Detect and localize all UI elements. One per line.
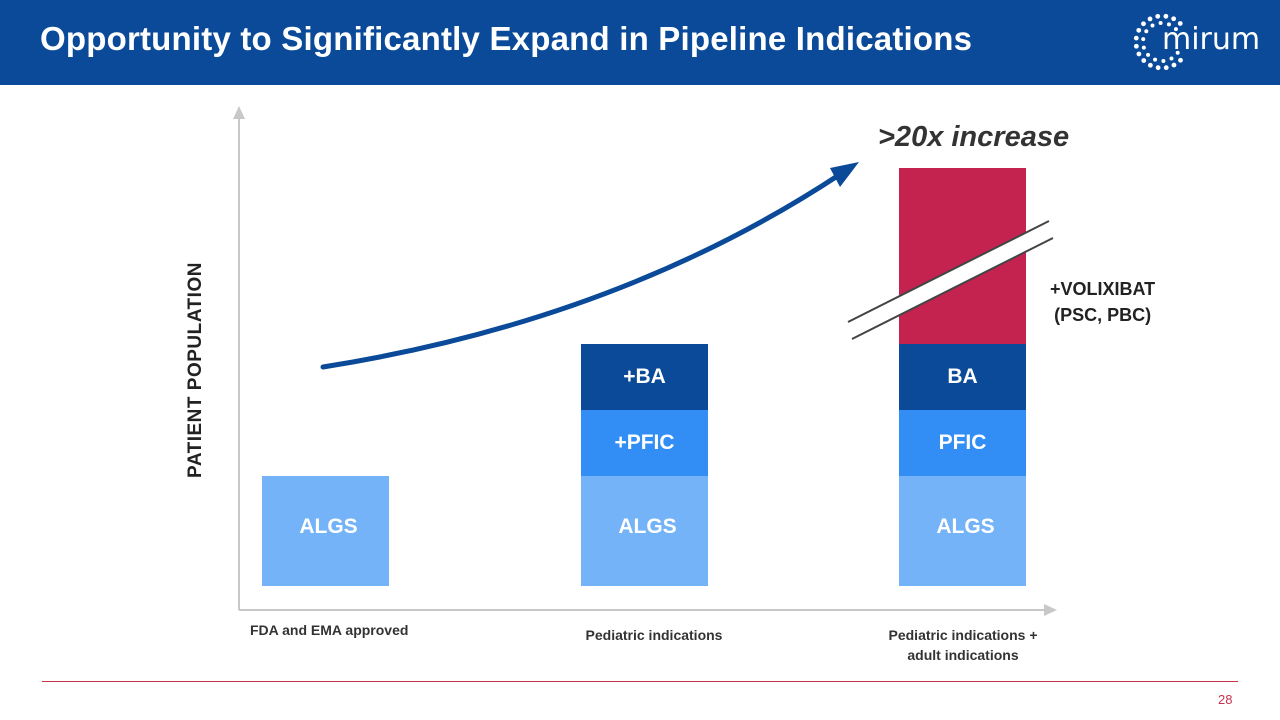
logo-dot bbox=[1147, 62, 1153, 68]
logo-dot bbox=[1175, 50, 1180, 55]
logo-dot bbox=[1155, 13, 1161, 19]
mirum-logo-icon bbox=[1133, 13, 1183, 71]
logo-dot bbox=[1153, 57, 1158, 62]
logo-dot bbox=[1136, 27, 1142, 33]
bar-2-segment-3 bbox=[581, 344, 708, 410]
bar-1-label-algs: ALGS bbox=[299, 515, 358, 538]
logo-dot bbox=[1144, 29, 1149, 34]
logo-dot bbox=[1163, 65, 1169, 71]
logo-dot bbox=[1161, 58, 1166, 63]
increase-annotation: >20x increase bbox=[878, 121, 1070, 153]
volixibat-annotation: +VOLIXIBAT (PSC, PBC) bbox=[1050, 276, 1155, 328]
logo-dot bbox=[1146, 52, 1151, 57]
x-category-3-line-1: Pediatric indications + bbox=[888, 627, 1038, 643]
x-axis-arrowhead bbox=[1044, 604, 1057, 616]
logo-dot bbox=[1166, 22, 1171, 27]
volixibat-line-1: +VOLIXIBAT bbox=[1050, 279, 1156, 299]
axis-break-gap bbox=[848, 221, 1053, 339]
bar-2-segment-1 bbox=[581, 476, 708, 586]
logo-dot bbox=[1155, 65, 1161, 71]
x-category-2-line-1: Pediatric indications bbox=[585, 627, 723, 643]
bar-3-label-algs: ALGS bbox=[936, 515, 995, 538]
logo-dot bbox=[1177, 21, 1183, 26]
bar-3-segment-2 bbox=[899, 410, 1026, 476]
header-bar: Opportunity to Significantly Expand in P… bbox=[0, 0, 1280, 85]
growth-arrowhead bbox=[830, 162, 859, 187]
logo-dot bbox=[1171, 62, 1177, 68]
logo-dot bbox=[1133, 35, 1139, 41]
logo-dot bbox=[1178, 57, 1183, 63]
bar-2-label-ba: +BA bbox=[623, 365, 666, 388]
bar-3-label-ba: BA bbox=[947, 365, 978, 388]
bar-3-label-pfic: PFIC bbox=[938, 431, 987, 454]
logo-dot bbox=[1147, 16, 1153, 22]
footer-divider bbox=[42, 681, 1238, 682]
bar-2-segment-2 bbox=[581, 410, 708, 476]
logo-dot bbox=[1163, 13, 1169, 19]
axis-break-line-2 bbox=[851, 237, 1054, 340]
bar-3-segment-1 bbox=[899, 476, 1026, 586]
page-number: 28 bbox=[1218, 692, 1233, 707]
x-category-3-line-2: adult indications bbox=[907, 647, 1019, 663]
x-category-2: Pediatric indications bbox=[569, 625, 739, 645]
logo-text: mirum bbox=[1162, 22, 1261, 57]
logo-dot bbox=[1141, 21, 1146, 27]
axis-break-line-1 bbox=[847, 220, 1050, 323]
logo-dot bbox=[1173, 27, 1178, 32]
logo-dot bbox=[1171, 16, 1177, 22]
logo-dot bbox=[1141, 45, 1146, 50]
growth-arrow bbox=[320, 170, 845, 370]
bar-3-segment-3 bbox=[899, 344, 1026, 410]
logo-dot bbox=[1169, 56, 1174, 61]
bar-2-label-algs: ALGS bbox=[618, 515, 677, 538]
x-category-1: FDA and EMA approved bbox=[250, 620, 408, 640]
logo-dot bbox=[1150, 23, 1155, 28]
logo-dot bbox=[1133, 43, 1139, 49]
page-title: Opportunity to Significantly Expand in P… bbox=[40, 20, 973, 57]
y-axis-arrowhead bbox=[233, 106, 245, 119]
logo-dot bbox=[1141, 37, 1146, 42]
bar-1-segment-1 bbox=[262, 476, 389, 586]
volixibat-line-2: (PSC, PBC) bbox=[1054, 305, 1152, 325]
x-category-1-line-1: FDA and EMA approved bbox=[250, 622, 409, 638]
y-axis-label: PATIENT POPULATION bbox=[185, 262, 206, 478]
bar-2-label-pfic: +PFIC bbox=[614, 431, 675, 454]
x-category-3: Pediatric indications + adult indications bbox=[872, 625, 1054, 665]
logo-dot bbox=[1158, 21, 1163, 26]
logo-dot bbox=[1141, 58, 1147, 63]
logo-dot bbox=[1136, 51, 1142, 57]
